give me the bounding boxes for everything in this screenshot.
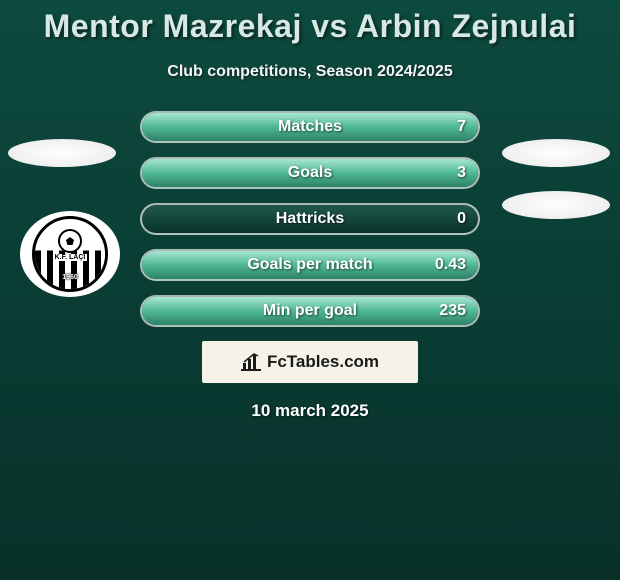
- stat-row: Min per goal 235: [140, 295, 480, 327]
- stat-label: Matches: [278, 118, 342, 136]
- stat-row: Matches 7: [140, 111, 480, 143]
- stat-value: 0: [457, 210, 466, 228]
- page-title: Mentor Mazrekaj vs Arbin Zejnulai: [0, 0, 620, 45]
- soccer-ball-icon: [58, 229, 82, 253]
- club-year: 1960: [62, 274, 78, 281]
- stat-label: Goals per match: [247, 256, 372, 274]
- bar-chart-icon: [241, 353, 261, 371]
- club-name: K.F. LAÇI: [53, 254, 88, 261]
- stat-label: Hattricks: [276, 210, 344, 228]
- date: 10 march 2025: [0, 401, 620, 421]
- stat-rows: Matches 7 Goals 3 Hattricks 0 Goals per match 0…: [140, 111, 480, 327]
- stat-row: Hattricks 0: [140, 203, 480, 235]
- stat-row: Goals per match 0.43: [140, 249, 480, 281]
- stat-value: 3: [457, 164, 466, 182]
- stat-label: Min per goal: [263, 302, 357, 320]
- stat-value: 235: [439, 302, 466, 320]
- stat-value: 0.43: [435, 256, 466, 274]
- player-right-placeholder-1: [502, 139, 610, 167]
- stat-row: Goals 3: [140, 157, 480, 189]
- stat-value: 7: [457, 118, 466, 136]
- comparison-area: K.F. LAÇI 1960 Matches 7 Goals 3 Hattricks 0 G…: [0, 111, 620, 421]
- stat-label: Goals: [288, 164, 332, 182]
- fctables-badge[interactable]: FcTables.com: [202, 341, 418, 383]
- player-left-placeholder: [8, 139, 116, 167]
- subtitle: Club competitions, Season 2024/2025: [0, 63, 620, 81]
- player-right-placeholder-2: [502, 191, 610, 219]
- club-logo: K.F. LAÇI 1960: [20, 211, 120, 297]
- fctables-text: FcTables.com: [267, 352, 379, 372]
